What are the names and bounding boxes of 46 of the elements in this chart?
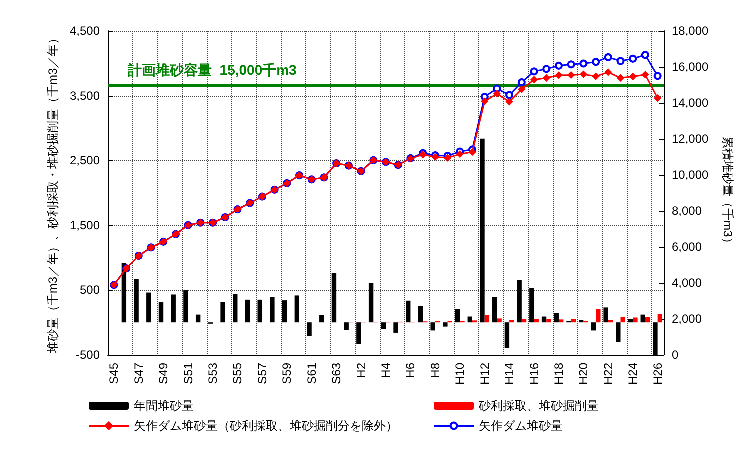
y2-tick-label: 6,000: [672, 240, 702, 254]
x-tick-label: H8: [428, 362, 442, 378]
x-tick-label: S57: [255, 362, 270, 384]
y-axis-title: 堆砂量（千m3／年）、砂利採取・堆砂掘削量（千m3／年）: [46, 32, 60, 355]
y2-axis-title: 累積堆砂量（千m3）: [721, 136, 735, 250]
x-tick-label: S53: [206, 362, 220, 384]
x-tick-label: S49: [156, 362, 171, 384]
x-tick-label: H10: [453, 362, 468, 386]
legend-label: 年間堆砂量: [134, 399, 194, 413]
y2-tick-label: 2,000: [672, 312, 702, 326]
y2-tick-label: 12,000: [672, 132, 710, 146]
legend-label: 矢作ダム堆砂量（砂利採取、堆砂掘削分を除外）: [134, 419, 398, 433]
x-tick-label: S63: [330, 362, 344, 384]
y2-tick-label: 8,000: [672, 204, 702, 218]
x-tick-label: S61: [304, 362, 319, 384]
x-tick-label: H18: [552, 362, 566, 386]
x-tick-label: S59: [280, 362, 294, 384]
y-tick-label: -500: [76, 348, 100, 362]
x-tick-label: H26: [650, 362, 665, 386]
y2-tick-label: 4,000: [672, 276, 702, 290]
x-tick-label: S51: [181, 362, 196, 384]
y-tick-label: 3,500: [70, 88, 100, 103]
y-tick-label: 1,500: [70, 218, 100, 232]
x-tick-label: H6: [404, 362, 418, 378]
y2-tick-label: 16,000: [672, 60, 710, 74]
x-tick-label: H22: [601, 362, 616, 386]
y2-tick-label: 18,000: [672, 24, 710, 38]
x-tick-label: S45: [107, 362, 122, 384]
legend-label: 砂利採取、堆砂掘削量: [478, 399, 599, 413]
x-tick-label: H20: [576, 362, 591, 386]
x-tick-label: H14: [502, 362, 517, 386]
y-tick-label: 500: [80, 283, 100, 298]
x-tick-label: H2: [354, 362, 368, 378]
y2-tick-label: 14,000: [672, 96, 710, 110]
x-tick-label: H16: [527, 362, 542, 386]
legend-label: 矢作ダム堆砂量: [479, 419, 563, 433]
ref-line-label: 計画堆砂容量 15,000千m3: [127, 62, 298, 78]
y-tick-label: 2,500: [70, 154, 100, 168]
x-tick-label: H24: [626, 362, 640, 386]
x-tick-label: S47: [132, 362, 146, 384]
x-tick-label: H4: [379, 362, 393, 378]
y-tick-label: 4,500: [70, 24, 100, 38]
x-tick-label: S55: [230, 362, 245, 384]
x-tick-label: H12: [478, 362, 492, 386]
y2-tick-label: 10,000: [672, 168, 710, 182]
y2-tick-label: 0: [672, 348, 679, 362]
